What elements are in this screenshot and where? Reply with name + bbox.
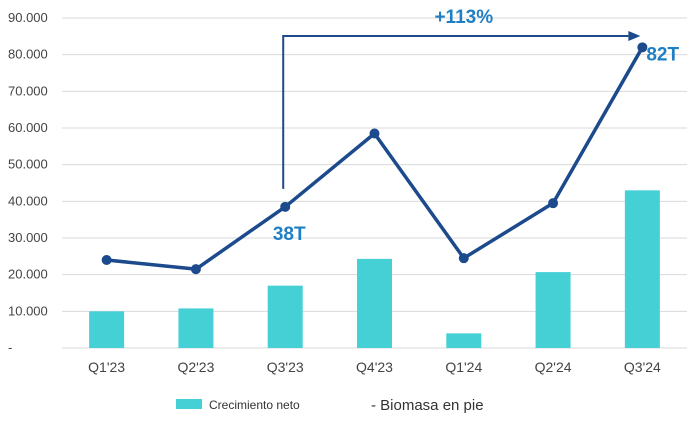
bar-crecimiento-neto: [178, 308, 214, 348]
y-axis: - 10.000 20.000 30.000 40.000 50.000 60.000 70.…: [8, 10, 48, 355]
growth-arrow-head: [628, 31, 641, 41]
line-point: [101, 255, 112, 265]
line-series: [101, 42, 648, 275]
legend-label-crecimiento-neto: Crecimiento neto: [209, 398, 300, 412]
y-tick-label: 30.000: [8, 230, 48, 245]
y-tick-label: 80.000: [8, 47, 48, 62]
y-tick-label: 60.000: [8, 120, 48, 135]
line-biomasa-en-pie: [106, 46, 644, 271]
legend: Crecimiento neto - Biomasa en pie: [176, 397, 484, 414]
bar-crecimiento-neto: [535, 272, 571, 348]
bar-series: [89, 190, 660, 348]
legend-swatch-crecimiento-neto: [176, 399, 202, 409]
y-tick-label: 10.000: [8, 303, 48, 318]
x-tick-label: Q4'23: [356, 359, 393, 375]
x-axis: Q1'23 Q2'23 Q3'23 Q4'23 Q1'24 Q2'24 Q3'24: [88, 359, 661, 375]
line-point: [280, 201, 291, 212]
line-point: [190, 264, 201, 275]
x-tick-label: Q1'24: [445, 359, 482, 375]
annotation-82t: 82T: [646, 44, 679, 65]
x-tick-label: Q1'23: [88, 359, 125, 375]
bar-crecimiento-neto: [89, 311, 125, 348]
growth-label: +113%: [434, 7, 493, 28]
y-tick-label: 70.000: [8, 83, 48, 98]
y-tick-label: 40.000: [8, 193, 48, 208]
y-tick-label: -: [8, 340, 12, 355]
annotation-38t: 38T: [273, 224, 306, 245]
y-tick-label: 90.000: [8, 10, 48, 25]
y-tick-label: 50.000: [8, 157, 48, 172]
y-tick-label: 20.000: [8, 267, 48, 282]
bar-crecimiento-neto: [624, 190, 660, 348]
line-point: [369, 128, 380, 139]
bar-crecimiento-neto: [446, 333, 482, 348]
x-tick-label: Q2'23: [177, 359, 214, 375]
line-point: [637, 42, 648, 53]
x-tick-label: Q3'23: [267, 359, 304, 375]
line-point: [548, 198, 559, 209]
annotations: 38T 82T +113%: [273, 7, 680, 245]
growth-arrow: [282, 35, 629, 189]
grid-layer: [62, 17, 687, 349]
x-tick-label: Q3'24: [624, 359, 661, 375]
bar-crecimiento-neto: [357, 258, 392, 348]
line-point: [458, 253, 469, 264]
x-tick-label: Q2'24: [535, 359, 572, 375]
legend-label-biomasa-en-pie: - Biomasa en pie: [371, 397, 484, 414]
bar-crecimiento-neto: [267, 285, 303, 348]
